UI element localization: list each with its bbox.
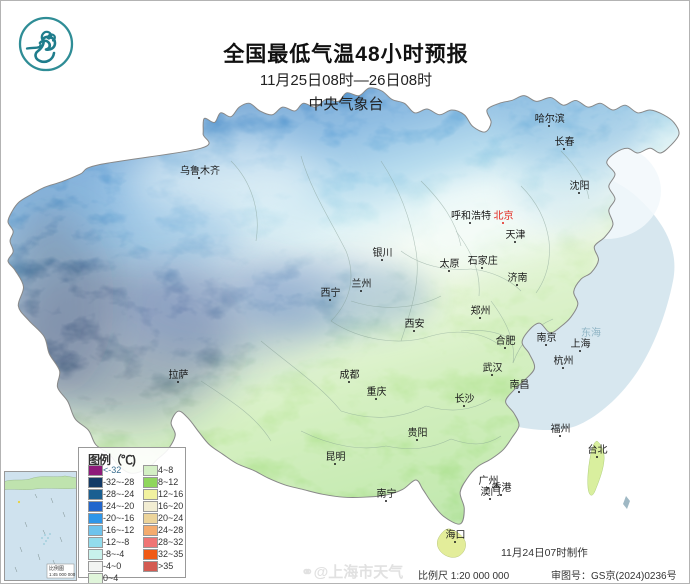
svg-text:比例图: 比例图 [49, 565, 64, 572]
svg-text:1:45 000 000: 1:45 000 000 [49, 572, 76, 577]
